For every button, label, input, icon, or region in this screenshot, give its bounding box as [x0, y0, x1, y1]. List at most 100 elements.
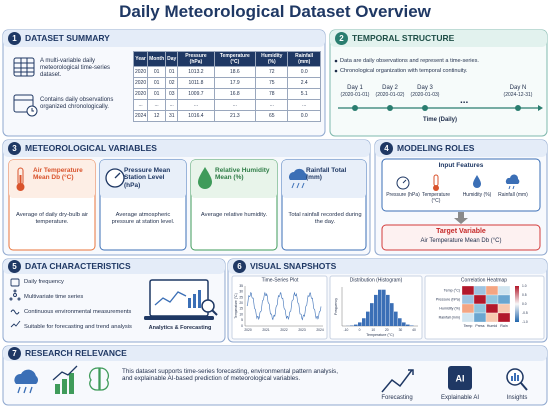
cell: 2020: [132, 77, 149, 89]
chart-title: Correlation Heatmap: [461, 277, 507, 283]
heat-cell: [485, 285, 499, 296]
variable-name: Pressure Mean Station Level (hPa): [124, 167, 171, 189]
cell: ...: [177, 99, 215, 111]
y-axis-label: Temperature (°C): [234, 293, 238, 318]
table-icon: [13, 57, 35, 77]
colorbar-label: -0.5: [522, 311, 528, 315]
section-number: 3: [8, 142, 21, 155]
header-cell: Pressure (hPa): [177, 51, 215, 67]
section-heading: TEMPORAL STRUCTURE: [352, 33, 455, 43]
histogram-bar: [382, 289, 386, 326]
header-cell: Year: [132, 51, 149, 67]
heat-cell: [473, 303, 487, 314]
y-tick-label: 0: [241, 324, 243, 328]
col-label: Rain: [500, 324, 507, 328]
input-feature: Temperature (°C): [421, 192, 451, 204]
y-tick-label: 25: [239, 295, 243, 299]
x-tick-label: 40: [412, 328, 416, 332]
table-row: 2024 12 31 1016.4 21.3 65 0.0: [132, 110, 321, 122]
cell: 1009.7: [177, 88, 215, 100]
chart-title: Time-Series Plot: [262, 277, 299, 283]
x-tick-label: 10: [371, 328, 375, 332]
axis-label: Time (Daily): [423, 117, 457, 123]
calendar-icon: [13, 94, 38, 117]
section-heading: METEOROLOGICAL VARIABLES: [25, 143, 157, 153]
cell: 75: [255, 77, 289, 89]
cell: 01: [165, 66, 179, 78]
heat-cell: [461, 303, 475, 314]
y-tick-label: 20: [239, 301, 243, 305]
heat-cell: [473, 294, 487, 305]
heat-cell: [485, 294, 499, 305]
colorbar-label: 0.0: [522, 302, 527, 306]
heat-cell: [461, 285, 475, 296]
panel-header: [3, 346, 547, 361]
cell: 03: [165, 88, 179, 100]
x-tick-label: 2024: [316, 328, 324, 332]
y-tick-label: 5: [241, 318, 243, 322]
header-cell: Month: [147, 51, 167, 67]
panel-header: [3, 259, 225, 274]
header-cell: Temperature (°C): [213, 51, 257, 67]
y-tick-label: 10: [239, 312, 243, 316]
histogram-bar: [390, 303, 394, 326]
heat-cell: [473, 285, 487, 296]
table-row: 2020 01 03 1009.7 16.8 78 5.1: [132, 88, 321, 100]
colorbar-label: -1.0: [522, 320, 528, 324]
col-label: Temp: [464, 324, 473, 328]
ai-badge: AI: [456, 373, 465, 383]
relevance-caption: Forecasting: [381, 395, 413, 401]
variable-cards: [8, 159, 367, 251]
table-row: 2020 01 01 1013.2 18.6 72 0.0: [132, 66, 321, 78]
temperature-wave: [246, 291, 322, 321]
heat-cell: [497, 294, 511, 305]
histogram-bar: [394, 311, 398, 326]
histogram-bar: [374, 294, 378, 326]
heat-cell: [473, 312, 487, 323]
timeline-label: Day N: [509, 85, 527, 91]
colorbar-label: 1.0: [522, 284, 527, 288]
variable-name: Relative Humidity Mean (%): [215, 167, 270, 182]
cell: 65: [255, 110, 289, 122]
relevance-caption: Insights: [506, 395, 528, 401]
row-label: Pressure (hPa): [436, 297, 460, 301]
cell: 0.0: [287, 110, 321, 122]
section-heading: DATA CHARACTERISTICS: [25, 261, 131, 271]
panel-header: [228, 259, 547, 274]
section-number: 5: [8, 260, 21, 273]
section-number: 4: [380, 142, 393, 155]
characteristic-icons: [9, 278, 21, 328]
histogram-bar: [358, 322, 362, 326]
variable-name: Air Temperature Mean Db (°C): [33, 167, 83, 182]
cell: 21.3: [213, 110, 257, 122]
timeline-label: Day 2: [382, 85, 398, 91]
heat-cell: [461, 312, 475, 323]
x-axis-label: Temperature (°C): [366, 333, 394, 337]
cell: 31: [165, 110, 179, 122]
summary-item: A multi-variable daily meteorological ti…: [40, 58, 111, 78]
timeline-date: (2020-01-01): [340, 92, 370, 98]
modeling-diagram: [381, 158, 541, 251]
heat-cell: [497, 312, 511, 323]
bullet: Chronological organization with temporal…: [340, 68, 468, 74]
characteristic-item: Multivariate time series: [24, 294, 84, 300]
cell: 72: [255, 66, 289, 78]
cell: 12: [147, 110, 167, 122]
input-feature: Pressure (hPa): [386, 192, 420, 198]
histogram-bar: [398, 318, 402, 326]
histogram-bar: [366, 311, 370, 326]
variable-description: Average atmospheric pressure at station …: [111, 212, 175, 225]
panel-header: [3, 30, 325, 47]
section-heading: MODELING ROLES: [397, 143, 475, 153]
section-heading: RESEARCH RELEVANCE: [25, 348, 127, 358]
caption: Analytics & Forecasting: [148, 325, 212, 331]
section-number: 2: [335, 32, 348, 45]
timeline-date: (2020-01-03): [410, 92, 440, 98]
row-label: Temp (°C): [444, 288, 460, 292]
x-tick-label: 2020: [244, 328, 252, 332]
table-row: 2020 01 02 1011.8 17.9 75 2.4: [132, 77, 321, 89]
table-row: .....................: [132, 99, 321, 111]
x-tick-label: 2021: [262, 328, 270, 332]
